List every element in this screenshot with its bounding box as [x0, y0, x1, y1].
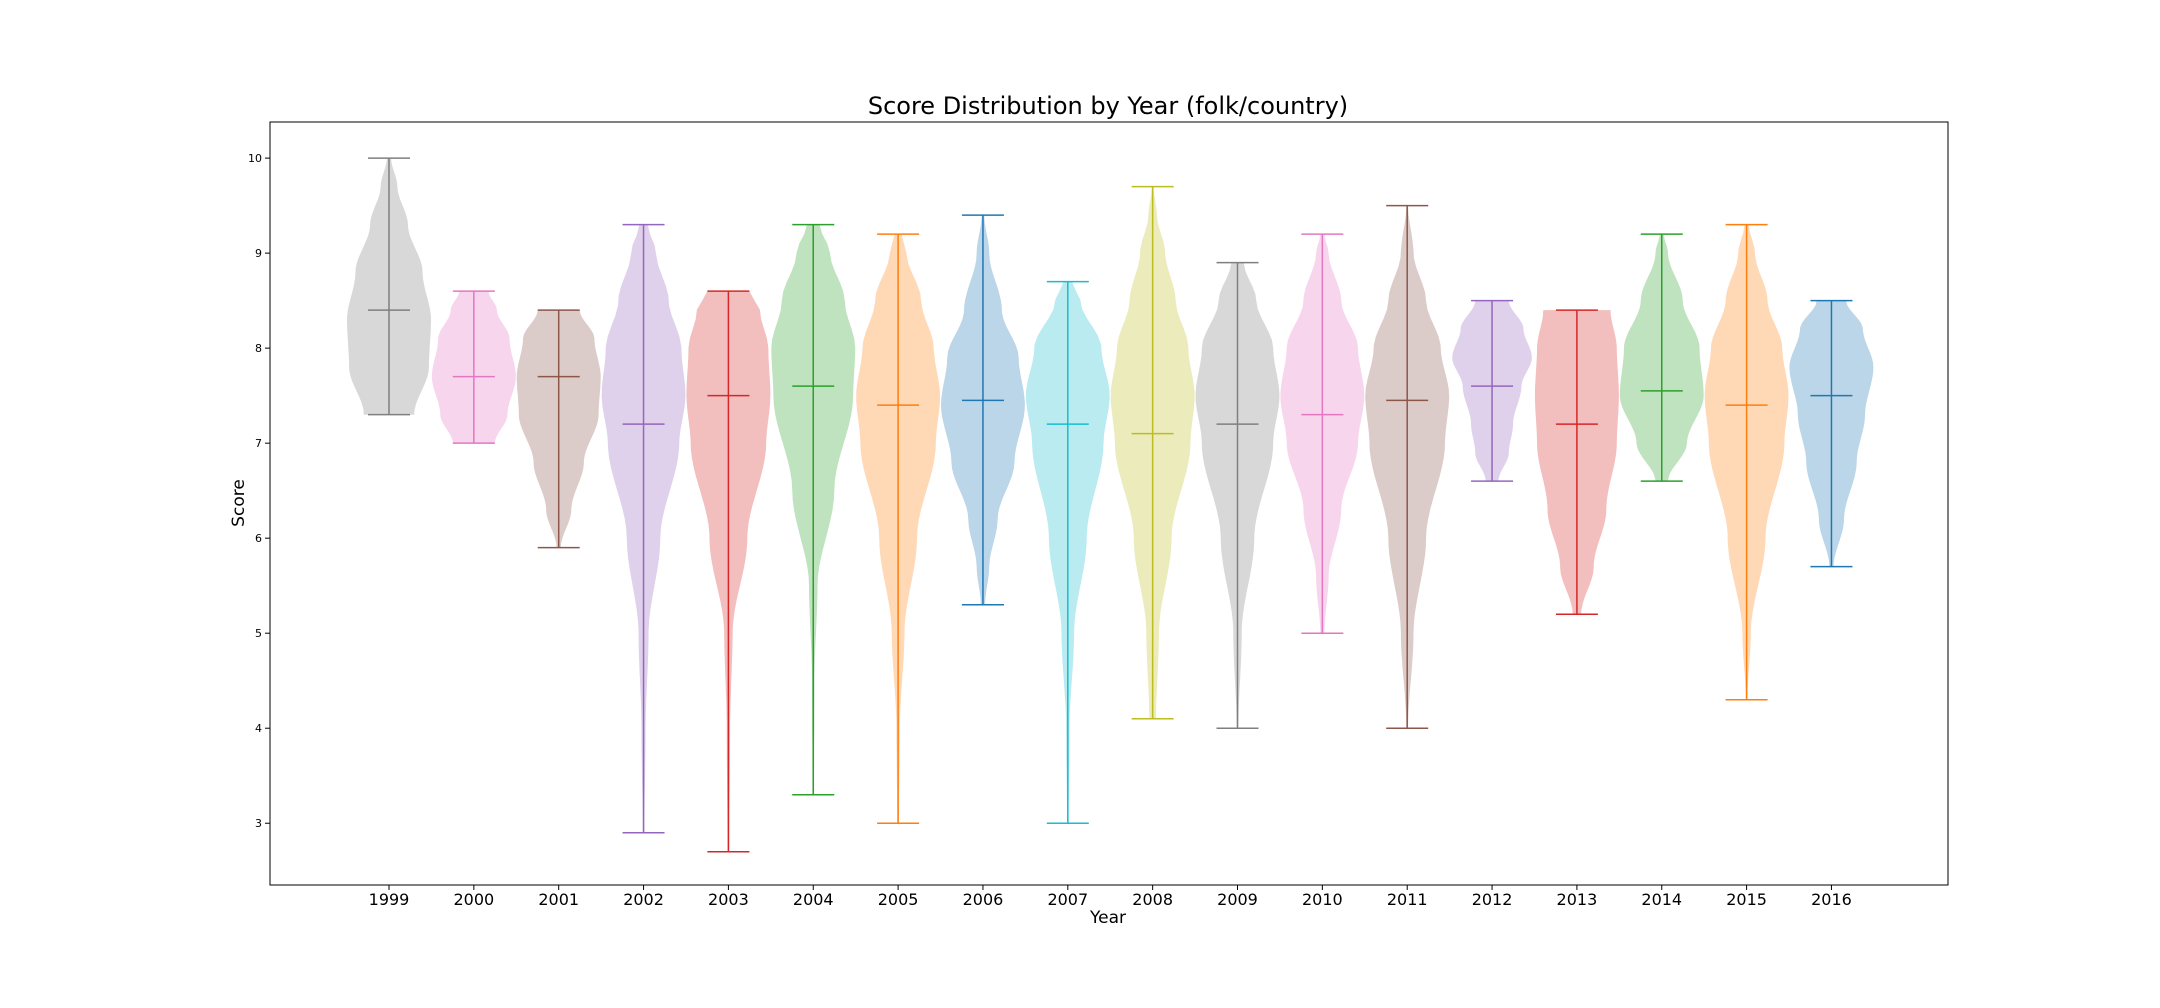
- x-tick-label-2007: 2007: [1047, 890, 1088, 909]
- x-tick-label-2012: 2012: [1472, 890, 1513, 909]
- y-tick-label-7: 7: [255, 437, 262, 450]
- y-axis: 3 4 5 6 7 8 9 10: [248, 152, 270, 830]
- x-tick-label-2006: 2006: [963, 890, 1004, 909]
- x-tick-label-2013: 2013: [1557, 890, 1598, 909]
- x-axis-label: Year: [1089, 908, 1126, 928]
- x-tick-label-2010: 2010: [1302, 890, 1343, 909]
- x-tick-label-2003: 2003: [708, 890, 749, 909]
- x-tick-label-2009: 2009: [1217, 890, 1258, 909]
- x-tick-label-2008: 2008: [1132, 890, 1173, 909]
- y-axis-label: Score: [229, 479, 249, 527]
- x-tick-label-2014: 2014: [1641, 890, 1682, 909]
- y-tick-label-8: 8: [255, 342, 262, 355]
- y-tick-label-3: 3: [255, 817, 262, 830]
- violins-group: [347, 157, 1874, 853]
- y-tick-label-10: 10: [248, 152, 262, 165]
- x-tick-label-2005: 2005: [878, 890, 919, 909]
- x-tick-label-2000: 2000: [453, 890, 494, 909]
- y-tick-label-9: 9: [255, 247, 262, 260]
- x-axis: 1999 2000 2001 2002 2003 2004 2005 2006 2007 2008…: [369, 885, 1852, 909]
- y-tick-label-5: 5: [255, 627, 262, 640]
- y-tick-label-6: 6: [255, 532, 262, 545]
- y-tick-label-4: 4: [255, 722, 262, 735]
- x-tick-label-2004: 2004: [793, 890, 834, 909]
- x-tick-label-1999: 1999: [369, 890, 410, 909]
- plot-frame: [269, 121, 1949, 886]
- x-tick-label-2015: 2015: [1726, 890, 1767, 909]
- x-tick-label-2016: 2016: [1811, 890, 1852, 909]
- chart-title: Score Distribution by Year (folk/country…: [868, 92, 1348, 120]
- x-tick-label-2011: 2011: [1387, 890, 1428, 909]
- x-tick-label-2002: 2002: [623, 890, 664, 909]
- x-tick-label-2001: 2001: [538, 890, 579, 909]
